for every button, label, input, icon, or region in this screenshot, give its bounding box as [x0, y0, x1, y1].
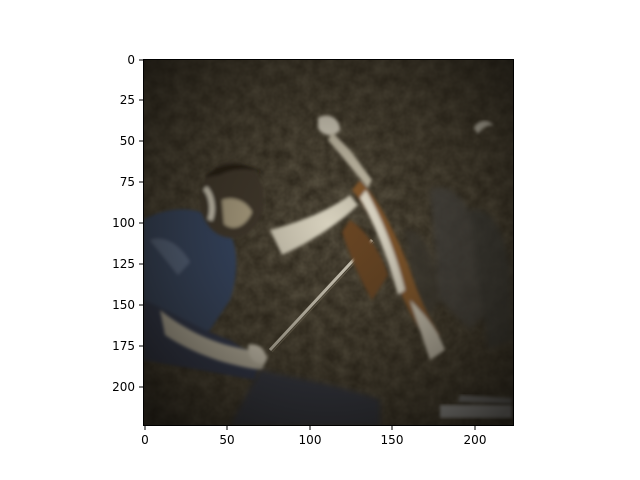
y-tick-label: 150	[112, 298, 135, 312]
x-axis: 0 50 100 150 200	[141, 426, 486, 447]
x-tick-label: 50	[219, 433, 234, 447]
y-tick: 75	[120, 175, 143, 189]
x-tick-label: 200	[464, 433, 487, 447]
axes-frame	[143, 59, 514, 426]
y-tick-label: 75	[120, 175, 135, 189]
y-axis: 0 25 50 75 100 125 150 175 200	[112, 53, 143, 394]
photo-image	[143, 59, 514, 426]
x-tick-label: 0	[141, 433, 149, 447]
y-tick: 125	[112, 257, 143, 271]
y-tick: 200	[112, 380, 143, 394]
y-tick-label: 175	[112, 339, 135, 353]
y-tick: 0	[127, 53, 143, 67]
y-tick-label: 100	[112, 216, 135, 230]
y-tick-label: 50	[120, 134, 135, 148]
y-tick: 50	[120, 134, 143, 148]
x-tick-label: 150	[381, 433, 404, 447]
y-tick: 175	[112, 339, 143, 353]
x-tick: 50	[219, 426, 235, 447]
x-tick: 100	[299, 426, 322, 447]
y-tick-label: 200	[112, 380, 135, 394]
y-tick: 25	[120, 93, 143, 107]
y-tick-label: 25	[120, 93, 135, 107]
y-tick-label: 125	[112, 257, 135, 271]
x-tick-label: 100	[299, 433, 322, 447]
x-tick: 0	[141, 426, 149, 447]
x-tick: 150	[381, 426, 404, 447]
y-tick-label: 0	[127, 53, 135, 67]
y-tick: 100	[112, 216, 143, 230]
y-tick: 150	[112, 298, 143, 312]
x-tick: 200	[464, 426, 487, 447]
